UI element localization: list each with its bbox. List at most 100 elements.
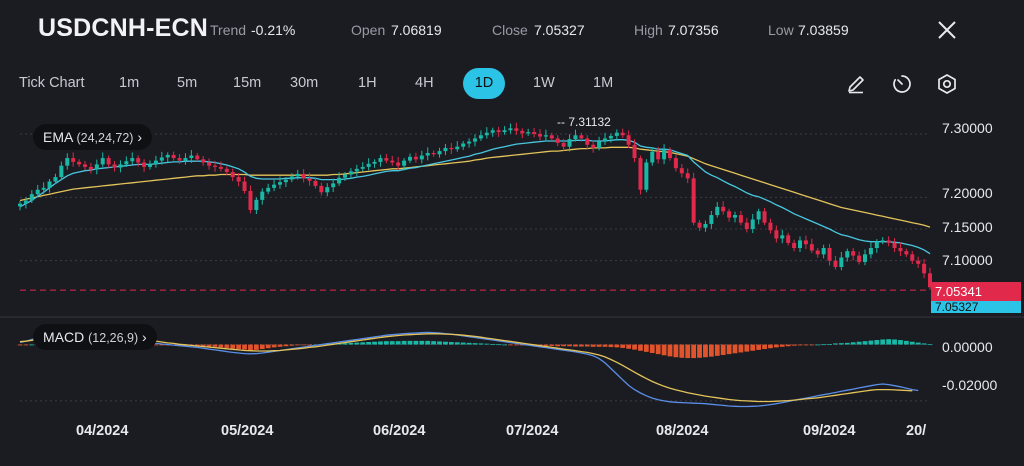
candlestick bbox=[868, 242, 873, 259]
candlestick bbox=[153, 155, 158, 168]
candlestick bbox=[142, 159, 147, 172]
candlestick bbox=[750, 213, 755, 234]
candlestick bbox=[874, 239, 879, 253]
candle-body bbox=[65, 158, 70, 166]
macd-histogram-bar bbox=[691, 344, 697, 359]
candle-body bbox=[201, 159, 206, 163]
macd-histogram-bar bbox=[685, 344, 691, 359]
timeframe-1m[interactable]: 1m bbox=[119, 75, 140, 91]
candlestick bbox=[691, 172, 696, 226]
macd-histogram-bar bbox=[555, 344, 561, 347]
candlestick bbox=[313, 178, 318, 189]
candle-body bbox=[478, 135, 483, 139]
macd-histogram-bar bbox=[584, 344, 590, 347]
candle-body bbox=[142, 162, 147, 167]
macd-histogram-bar bbox=[921, 343, 927, 345]
macd-histogram-bar bbox=[561, 344, 567, 347]
candle-body bbox=[449, 147, 454, 150]
candlestick bbox=[295, 169, 300, 180]
macd-histogram-bar bbox=[903, 340, 909, 345]
macd-histogram-bar bbox=[253, 344, 259, 350]
candlestick bbox=[904, 248, 909, 257]
timeframe-1w[interactable]: 1W bbox=[533, 75, 555, 91]
candle-body bbox=[514, 128, 519, 131]
timeframe-1d-active[interactable]: 1D bbox=[463, 68, 505, 99]
max-price-value: 7.31132 bbox=[568, 115, 611, 129]
candle-body bbox=[833, 260, 838, 267]
candlestick bbox=[455, 141, 460, 152]
candlestick bbox=[195, 153, 200, 162]
settings-icon[interactable] bbox=[936, 73, 958, 95]
timeframe-15m[interactable]: 15m bbox=[233, 75, 262, 91]
candle-body bbox=[868, 248, 873, 255]
candlestick bbox=[597, 136, 602, 151]
candle-body bbox=[579, 135, 584, 139]
candlestick bbox=[526, 128, 531, 136]
candle-body bbox=[224, 168, 229, 172]
candlestick bbox=[437, 147, 442, 158]
timeframe-30m[interactable]: 30m bbox=[290, 75, 319, 91]
macd-histogram-bar bbox=[632, 344, 637, 350]
candle-body bbox=[673, 158, 678, 169]
candlestick bbox=[798, 236, 802, 253]
candle-body bbox=[319, 185, 324, 193]
candlestick bbox=[673, 154, 678, 172]
ema-indicator-label[interactable]: EMA (24,24,72) › bbox=[33, 124, 153, 150]
candle-body bbox=[916, 260, 921, 264]
draw-icon[interactable] bbox=[845, 73, 867, 95]
candle-body bbox=[23, 200, 28, 204]
low-label: Low bbox=[768, 22, 794, 38]
candlestick bbox=[496, 126, 501, 137]
macd-histogram-bar bbox=[649, 344, 655, 353]
candlestick bbox=[650, 147, 655, 166]
y-tick-label: 7.20000 bbox=[942, 185, 993, 201]
timeframe-1mo[interactable]: 1M bbox=[593, 75, 614, 91]
candle-body bbox=[762, 211, 767, 223]
timeframe-tick-chart[interactable]: Tick Chart bbox=[19, 75, 85, 91]
candlestick bbox=[532, 128, 537, 138]
candlestick bbox=[331, 178, 336, 193]
macd-histogram-bar bbox=[29, 344, 35, 346]
macd-histogram-bar bbox=[383, 341, 389, 345]
candlestick bbox=[443, 143, 448, 156]
macd-histogram-bar bbox=[868, 340, 874, 345]
candle-body bbox=[307, 178, 312, 181]
ema-label-text: EMA bbox=[43, 129, 73, 145]
macd-histogram-bar bbox=[206, 344, 212, 347]
candlestick bbox=[780, 229, 785, 244]
macd-histogram-bar bbox=[880, 339, 886, 345]
candle-body bbox=[136, 158, 141, 163]
candlestick bbox=[230, 168, 235, 182]
timeframe-4h[interactable]: 4H bbox=[415, 75, 434, 91]
close-icon[interactable] bbox=[935, 18, 959, 42]
candle-body bbox=[53, 177, 58, 182]
timeframe-1h[interactable]: 1H bbox=[358, 75, 377, 91]
timer-icon[interactable] bbox=[891, 73, 913, 95]
candlestick bbox=[928, 267, 932, 290]
candle-body bbox=[29, 194, 34, 201]
signal-line bbox=[19, 331, 913, 403]
macd-histogram-bar bbox=[815, 344, 821, 346]
candle-body bbox=[697, 222, 702, 228]
macd-histogram-bar bbox=[679, 344, 685, 358]
macd-histogram-bar bbox=[898, 340, 903, 345]
candlestick bbox=[721, 201, 726, 215]
open-value: 7.06819 bbox=[391, 22, 442, 38]
macd-indicator-label[interactable]: MACD (12,26,9) › bbox=[33, 324, 157, 350]
candle-body bbox=[685, 173, 690, 179]
candlestick bbox=[916, 256, 921, 268]
candlestick bbox=[467, 138, 472, 148]
candle-body bbox=[83, 164, 87, 167]
candle-body bbox=[863, 254, 867, 262]
ema-params: (24,24,72) bbox=[76, 131, 134, 145]
candlestick bbox=[29, 190, 34, 204]
macd-histogram-bar bbox=[354, 342, 360, 345]
macd-histogram-bar bbox=[419, 340, 425, 345]
macd-histogram-bar bbox=[236, 344, 242, 350]
candlestick bbox=[626, 130, 631, 149]
candlestick bbox=[638, 155, 643, 195]
candlestick bbox=[833, 255, 838, 270]
macd-histogram-bar bbox=[200, 344, 206, 347]
timeframe-5m[interactable]: 5m bbox=[177, 75, 198, 91]
price-chart[interactable] bbox=[0, 110, 1024, 466]
